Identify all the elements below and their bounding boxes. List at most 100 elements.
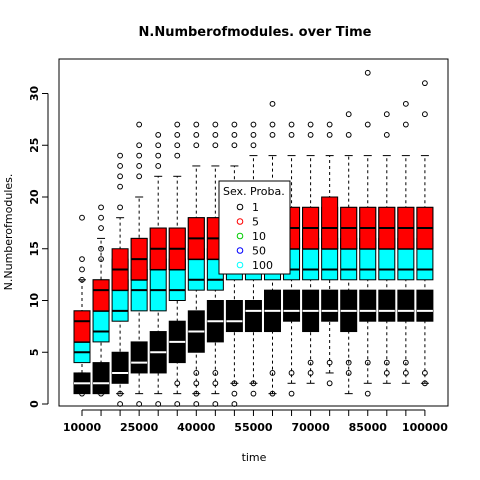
y-tick-label: 15 bbox=[28, 241, 41, 256]
x-tick-label: 40000 bbox=[177, 421, 216, 434]
outlier-point bbox=[402, 359, 409, 366]
outlier-point bbox=[288, 132, 295, 138]
box-1 bbox=[225, 300, 243, 333]
y-tick-label: 30 bbox=[28, 86, 41, 102]
outlier-point bbox=[345, 132, 352, 138]
box-1 bbox=[359, 289, 377, 322]
outlier-point bbox=[383, 359, 390, 366]
outlier-point bbox=[79, 214, 85, 221]
outlier-point bbox=[136, 121, 143, 128]
outlier-point bbox=[345, 359, 352, 366]
outlier-point bbox=[269, 121, 276, 128]
x-tick-label: 55000 bbox=[234, 421, 273, 434]
outlier-point bbox=[231, 142, 238, 149]
outlier-point bbox=[98, 204, 104, 211]
y-tick-label: 20 bbox=[28, 189, 41, 205]
outlier-point bbox=[345, 111, 352, 118]
box-100 bbox=[359, 248, 377, 281]
outlier-point bbox=[250, 390, 257, 397]
outlier-point bbox=[364, 121, 371, 128]
legend-label: 100 bbox=[252, 259, 273, 272]
outlier-point bbox=[212, 380, 219, 387]
outlier-point bbox=[155, 132, 162, 138]
outlier-point bbox=[98, 214, 104, 221]
legend-marker bbox=[236, 232, 244, 240]
outlier-point bbox=[117, 152, 123, 159]
outlier-point bbox=[136, 152, 143, 159]
outlier-point bbox=[212, 132, 219, 138]
outlier-point bbox=[269, 390, 276, 397]
outlier-point bbox=[79, 256, 85, 263]
x-axis: 10000 25000 40000 55000 70000 85000 100000 bbox=[63, 409, 448, 434]
x-tick-label: 85000 bbox=[349, 421, 388, 434]
outlier-point bbox=[155, 142, 162, 149]
legend-label: 10 bbox=[252, 230, 266, 243]
outlier-point bbox=[136, 163, 143, 169]
outlier-point bbox=[117, 183, 123, 190]
box-1 bbox=[416, 289, 434, 322]
outlier-point bbox=[422, 111, 428, 118]
outlier-point bbox=[212, 370, 219, 376]
box-100 bbox=[378, 248, 396, 281]
box-1 bbox=[244, 300, 262, 333]
outlier-point bbox=[193, 370, 200, 376]
outlier-point bbox=[98, 225, 104, 231]
outlier-point bbox=[193, 132, 200, 138]
box-1 bbox=[111, 351, 129, 384]
legend-marker bbox=[236, 203, 244, 211]
box-1 bbox=[321, 289, 339, 322]
outlier-point bbox=[364, 69, 371, 76]
outlier-point bbox=[250, 121, 257, 128]
legend-marker bbox=[236, 218, 244, 225]
outlier-point bbox=[307, 370, 314, 376]
y-tick-label: 25 bbox=[28, 138, 41, 153]
outlier-point bbox=[383, 111, 390, 118]
box-1 bbox=[130, 341, 148, 374]
box-100 bbox=[302, 248, 320, 281]
y-axis: 0 5 10 15 20 25 30 bbox=[28, 86, 49, 408]
y-tick-label: 5 bbox=[28, 348, 41, 356]
outlier-point bbox=[174, 132, 181, 138]
x-tick-label: 10000 bbox=[63, 421, 102, 434]
outlier-point bbox=[269, 370, 276, 376]
legend-box bbox=[218, 180, 291, 275]
outlier-point bbox=[117, 204, 123, 211]
outlier-point bbox=[307, 132, 314, 138]
outlier-point bbox=[326, 121, 333, 128]
outlier-point bbox=[422, 370, 428, 376]
outlier-point bbox=[193, 390, 200, 397]
outlier-point bbox=[422, 80, 428, 87]
outlier-point bbox=[269, 100, 276, 107]
x-axis-label: time bbox=[242, 451, 267, 464]
outlier-point bbox=[307, 121, 314, 128]
box-5 bbox=[92, 279, 110, 312]
x-tick-label: 100000 bbox=[402, 421, 448, 434]
box-1 bbox=[283, 289, 301, 322]
outlier-point bbox=[212, 142, 219, 149]
box-100 bbox=[187, 258, 205, 291]
legend-title: Sex. Proba. bbox=[223, 185, 285, 198]
legend-label: 5 bbox=[252, 216, 259, 229]
x-tick-label: 70000 bbox=[291, 421, 330, 434]
outlier-point bbox=[193, 121, 200, 128]
outlier-point bbox=[250, 380, 257, 387]
outlier-point bbox=[364, 359, 371, 366]
outlier-point bbox=[326, 359, 333, 366]
outlier-point bbox=[98, 245, 104, 252]
outlier-point bbox=[231, 390, 238, 397]
box-5 bbox=[321, 196, 339, 250]
box-100 bbox=[92, 310, 110, 343]
outlier-point bbox=[288, 370, 295, 376]
plot-frame bbox=[58, 58, 449, 407]
outlier-point bbox=[136, 142, 143, 149]
outlier-point bbox=[117, 163, 123, 169]
outlier-point bbox=[383, 370, 390, 376]
outlier-point bbox=[402, 121, 409, 128]
outlier-point bbox=[288, 390, 295, 397]
outlier-point bbox=[231, 132, 238, 138]
outlier-point bbox=[174, 380, 181, 387]
outlier-point bbox=[422, 380, 428, 387]
outlier-point bbox=[402, 370, 409, 376]
chart-title: N.Numberofmodules. over Time bbox=[139, 25, 372, 40]
